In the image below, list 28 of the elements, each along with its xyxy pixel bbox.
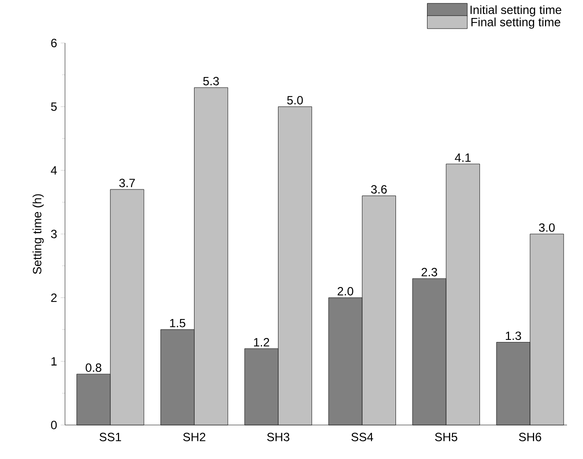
x-tick-label: SH5: [435, 432, 458, 442]
data-label: 5.3: [203, 76, 219, 86]
y-tick-label: 4: [50, 166, 57, 174]
data-label: 5.0: [287, 96, 303, 104]
y-tick-label: 2: [51, 293, 57, 302]
x-tick-label: SH6: [518, 432, 542, 442]
legend-label: Final setting time: [471, 18, 560, 29]
y-tick-label: 1: [51, 357, 57, 366]
x-tick-label: SS4: [351, 432, 374, 442]
data-label: 2.0: [338, 287, 354, 296]
y-tick-label: 5: [51, 102, 57, 111]
x-tick-label: SH2: [183, 432, 206, 442]
data-label: 3.0: [539, 223, 555, 232]
data-label: 3.6: [371, 185, 387, 194]
data-label: 1.3: [506, 332, 522, 340]
legend-label: Initial setting time: [470, 5, 562, 16]
data-label: 2.3: [422, 268, 438, 276]
data-label: 0.8: [86, 363, 102, 372]
x-tick-label: SS1: [100, 432, 122, 442]
data-label: 1.5: [170, 318, 186, 328]
data-label: 3.7: [119, 178, 135, 188]
x-tick-label: SH3: [267, 432, 290, 442]
y-tick-label: 6: [51, 38, 57, 48]
y-axis-title: Setting time (h): [32, 194, 44, 274]
y-tick-label: 3: [51, 230, 57, 238]
data-label: 1.2: [254, 338, 270, 346]
y-tick-label: 0: [51, 420, 57, 430]
data-label: 4.1: [454, 154, 471, 162]
